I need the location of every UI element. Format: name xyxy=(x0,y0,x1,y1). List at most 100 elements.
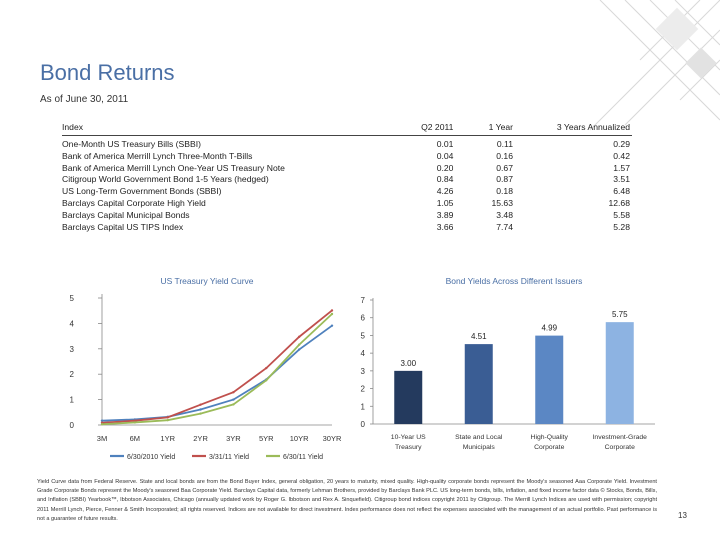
column-header-index: Index xyxy=(62,122,377,136)
three-year-value: 3.51 xyxy=(613,174,630,185)
table-row: Citigroup World Government Bond 1-5 Year… xyxy=(62,174,632,186)
data-point xyxy=(232,391,235,394)
index-name: Citigroup World Government Bond 1-5 Year… xyxy=(62,174,269,185)
data-point xyxy=(232,398,235,401)
x-tick-label: 5YR xyxy=(259,434,274,443)
y-tick-label: 7 xyxy=(361,296,366,305)
data-label: 4.99 xyxy=(541,324,557,333)
column-header-q2-2011: Q2 2011 xyxy=(376,122,456,136)
q2-value: 0.20 xyxy=(436,162,454,173)
data-point xyxy=(166,416,169,419)
q2-value: 0.01 xyxy=(436,139,454,149)
x-tick-label: 30YR xyxy=(323,434,342,443)
series-line-2 xyxy=(101,309,333,424)
q2-value: 3.66 xyxy=(436,221,454,232)
x-tick-label: High-Quality Corporate xyxy=(531,434,569,451)
x-tick-label: 3YR xyxy=(226,434,241,443)
x-tick-label: 6M xyxy=(130,434,140,443)
legend-label: 6/30/2010 Yield xyxy=(127,454,175,461)
index-name: Barclays Capital Municipal Bonds xyxy=(62,209,190,220)
x-tick-label: Investment-Grade Corporate xyxy=(593,434,648,451)
yield-curve-chart: US Treasury Yield Curve 0 1 2 3 4 5 3M 6M 1YR 2YR 3… xyxy=(70,276,342,461)
three-year-value: 5.28 xyxy=(613,221,630,232)
bar-3 xyxy=(535,335,564,424)
y-tick-label: 5 xyxy=(361,331,366,340)
column-header-3-years: 3 Years Annualized xyxy=(514,122,632,136)
y-tick-label: 3 xyxy=(361,367,366,376)
data-point xyxy=(297,343,301,346)
data-point xyxy=(166,418,169,422)
y-tick-label: 6 xyxy=(361,314,366,323)
index-name: Bank of America Merrill Lynch One-Year U… xyxy=(62,162,285,173)
issuer-yield-chart: Bond Yields Across Different Issuers 0 1 2 3… xyxy=(361,276,655,451)
y-tick-label: 4 xyxy=(361,349,366,358)
q2-value: 4.26 xyxy=(436,186,454,197)
table-row: Barclays Capital Municipal Bonds 3.89 3.… xyxy=(62,210,632,222)
footnote: Yield Curve data from Federal Reserve. S… xyxy=(37,479,657,522)
x-tick-label: State and Local Municipals xyxy=(455,434,503,451)
bar-2 xyxy=(464,344,493,424)
data-point xyxy=(330,324,334,327)
data-point xyxy=(330,309,334,312)
page-title: Bond Returns xyxy=(40,60,175,85)
table-row: Bank of America Merrill Lynch One-Year U… xyxy=(62,163,632,175)
table-row: Bank of America Merrill Lynch Three-Mont… xyxy=(62,151,632,163)
q2-value: 3.89 xyxy=(436,209,454,220)
data-point xyxy=(297,348,301,351)
table-row: US Long-Term Government Bonds (SBBI) 4.2… xyxy=(62,186,632,198)
series-line-3 xyxy=(101,313,333,426)
column-header-1-year: 1 Year xyxy=(455,122,515,136)
y-tick-label: 2 xyxy=(361,385,366,394)
data-point xyxy=(199,412,202,415)
legend-label: 6/30/11 Yield xyxy=(283,454,323,461)
index-name: One-Month US Treasury Bills (SBBI) xyxy=(62,139,201,149)
data-point xyxy=(330,312,334,316)
table-row: Barclays Capital Corporate High Yield 1.… xyxy=(62,198,632,210)
data-label: 5.75 xyxy=(612,310,628,319)
returns-table-header: Index Q2 2011 1 Year 3 Years Annualized xyxy=(62,122,632,136)
three-year-value: 12.68 xyxy=(608,197,630,208)
corner-decoration xyxy=(589,0,720,131)
index-name: Bank of America Merrill Lynch Three-Mont… xyxy=(62,150,253,161)
y-tick-label: 4 xyxy=(70,319,75,328)
three-year-value: 5.58 xyxy=(613,209,630,220)
data-point xyxy=(265,366,268,370)
data-point xyxy=(199,403,202,406)
data-point xyxy=(133,419,137,422)
legend-label: 3/31/11 Yield xyxy=(209,454,249,461)
data-point xyxy=(265,379,268,382)
three-year-value: 0.29 xyxy=(613,139,630,149)
data-point xyxy=(199,408,202,411)
y-tick-label: 3 xyxy=(70,345,75,354)
page-number: 13 xyxy=(678,511,687,520)
one-year-value: 0.87 xyxy=(496,174,513,185)
one-year-value: 0.16 xyxy=(496,150,513,161)
three-year-value: 0.42 xyxy=(613,150,630,161)
data-label: 3.00 xyxy=(400,359,416,368)
data-point xyxy=(232,403,235,406)
bar-1 xyxy=(394,370,423,424)
y-tick-label: 5 xyxy=(70,294,75,303)
y-tick-label: 0 xyxy=(70,421,75,430)
series-line-1 xyxy=(101,324,333,422)
x-tick-label: 2YR xyxy=(193,434,208,443)
data-label: 4.51 xyxy=(471,332,487,341)
index-name: US Long-Term Government Bonds (SBBI) xyxy=(62,186,222,197)
data-point xyxy=(100,419,104,422)
y-tick-label: 2 xyxy=(70,370,75,379)
x-tick-label: 10YR xyxy=(290,434,309,443)
table-row: One-Month US Treasury Bills (SBBI) 0.01 … xyxy=(62,136,632,151)
data-point xyxy=(100,423,104,426)
index-name: Barclays Capital Corporate High Yield xyxy=(62,197,206,208)
bar-4 xyxy=(605,322,634,424)
three-year-value: 6.48 xyxy=(613,186,630,197)
one-year-value: 0.18 xyxy=(496,186,513,197)
x-tick-label: 1YR xyxy=(160,434,175,443)
one-year-value: 3.48 xyxy=(496,209,513,220)
returns-table: Index Q2 2011 1 Year 3 Years Annualized … xyxy=(62,122,632,233)
three-year-value: 1.57 xyxy=(613,162,630,173)
one-year-value: 15.63 xyxy=(491,197,513,208)
q2-value: 1.05 xyxy=(436,197,454,208)
table-row: Barclays Capital US TIPS Index 3.66 7.74… xyxy=(62,222,632,234)
y-tick-label: 1 xyxy=(361,402,366,411)
